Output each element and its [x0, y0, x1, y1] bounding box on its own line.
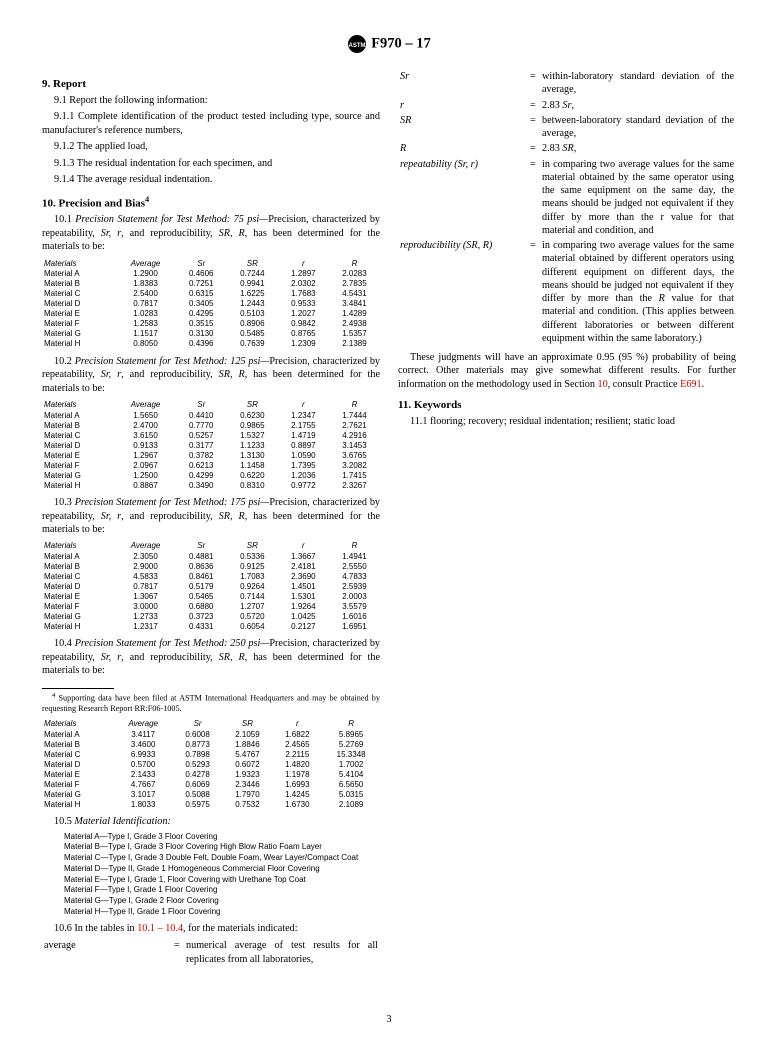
definition-row: Sr=within-laboratory standard deviation …	[398, 70, 736, 99]
table-row: Material E1.02830.42950.51031.20271.4289	[42, 309, 380, 319]
table-row: Material H0.88670.34900.83100.97722.3267	[42, 480, 380, 490]
definition-row: reproducibility (SR, R)=in comparing two…	[398, 239, 736, 347]
definition-row: repeatability (Sr, r)=in comparing two a…	[398, 158, 736, 240]
table-row: Material H1.80330.59750.75321.67302.1089	[42, 799, 380, 809]
table-row: Material C4.58330.84611.70832.36904.7833	[42, 571, 380, 581]
table-row: Material A3.41170.60082.10591.68225.8965	[42, 729, 380, 739]
p-10-2: 10.2 Precision Statement for Test Method…	[42, 355, 380, 395]
link-10-1-10-4[interactable]: 10.1 – 10.4	[137, 923, 183, 934]
table-row: Material G1.27330.37230.57201.04251.6016	[42, 611, 380, 621]
material-id-item: Material D—Type II, Grade 1 Homogeneous …	[64, 864, 380, 875]
material-id-item: Material G—Type I, Grade 2 Floor Coverin…	[64, 896, 380, 907]
astm-logo-icon: ASTM	[347, 34, 367, 54]
material-id-item: Material E—Type I, Grade 1, Floor Coveri…	[64, 875, 380, 886]
table-row: Material B2.90000.86360.91252.41812.5550	[42, 561, 380, 571]
table-row: Material F4.76670.60692.34461.69936.5650	[42, 779, 380, 789]
table-row: Material F2.09670.62131.14581.73953.2082	[42, 460, 380, 470]
material-id-list: Material A—Type I, Grade 3 Floor Coverin…	[42, 832, 380, 918]
material-id-item: Material A—Type I, Grade 3 Floor Coverin…	[64, 832, 380, 843]
footnote-rule	[42, 688, 114, 689]
definition-row: r=2.83 Sr,	[398, 99, 736, 114]
table-row: Material B1.83830.72510.99412.03022.7835	[42, 279, 380, 289]
table-row: Material B2.47000.77700.98652.17552.7621	[42, 420, 380, 430]
link-e691[interactable]: E691	[680, 379, 702, 390]
p-10-6: 10.6 In the tables in 10.1 – 10.4, for t…	[42, 922, 380, 935]
table-row: Material H0.80500.43960.76391.23092.1389	[42, 339, 380, 349]
material-id-item: Material C—Type I, Grade 3 Double Felt, …	[64, 853, 380, 864]
material-id-item: Material F—Type I, Grade 1 Floor Coverin…	[64, 885, 380, 896]
p-9-1: 9.1 Report the following information:	[42, 94, 380, 107]
p-9-1-1: 9.1.1 Complete identification of the pro…	[42, 110, 380, 137]
p-10-1: 10.1 Precision Statement for Test Method…	[42, 213, 380, 253]
table-row: Material C2.54000.63151.62251.76834.5431	[42, 289, 380, 299]
table-row: Material D0.57000.52930.60721.48201.7002	[42, 759, 380, 769]
table-row: Material D0.78170.34051.24430.95333.4841	[42, 299, 380, 309]
p-10-5: 10.5 Material Identification:	[42, 815, 380, 828]
table-row: Material B3.46000.87731.88462.45655.2769	[42, 739, 380, 749]
table-75psi: MaterialsAverageSrSRrRMaterial A1.29000.…	[42, 258, 380, 349]
table-row: Material A1.56500.44100.62301.23471.7444	[42, 410, 380, 420]
table-row: Material E1.29670.37821.31301.05903.6765	[42, 450, 380, 460]
table-row: Material G1.25000.42990.62201.20361.7415	[42, 470, 380, 480]
table-row: Material F3.00000.68801.27071.92643.5579	[42, 601, 380, 611]
footnote-block: 4 Supporting data have been filed at AST…	[42, 688, 380, 714]
section-10-title: 10. Precision and Bias4	[42, 195, 380, 210]
page-number: 3	[0, 1014, 778, 1025]
table-row: Material D0.91330.31771.12330.88973.1453	[42, 440, 380, 450]
material-id-item: Material B—Type I, Grade 3 Floor Coverin…	[64, 842, 380, 853]
p-9-1-2: 9.1.2 The applied load,	[42, 140, 380, 153]
table-125psi: MaterialsAverageSrSRrRMaterial A1.56500.…	[42, 399, 380, 490]
table-row: Material D0.78170.51790.92641.45012.5939	[42, 581, 380, 591]
table-row: Material F1.25830.35150.89060.98422.4938	[42, 319, 380, 329]
p-10-3: 10.3 Precision Statement for Test Method…	[42, 496, 380, 536]
definition-row: average=numerical average of test result…	[42, 939, 380, 968]
standard-number: F970 – 17	[371, 35, 431, 51]
table-row: Material G1.15170.31300.54850.87651.5357	[42, 329, 380, 339]
material-id-item: Material H—Type II, Grade 1 Floor Coveri…	[64, 907, 380, 918]
section-11-title: 11. Keywords	[398, 399, 736, 411]
definition-row: R=2.83 SR,	[398, 142, 736, 157]
p-9-1-4: 9.1.4 The average residual indentation.	[42, 173, 380, 186]
section-9-title: 9. Report	[42, 78, 380, 90]
svg-text:ASTM: ASTM	[349, 43, 366, 49]
page-header: ASTM F970 – 17	[42, 34, 736, 54]
table-row: Material A1.29000.46060.72441.28972.0283	[42, 269, 380, 279]
table-row: Material A2.30500.48810.53361.36671.4941	[42, 551, 380, 561]
table-row: Material H1.23170.43310.60540.21271.6951	[42, 621, 380, 631]
table-row: Material E1.30670.54650.71441.53012.0003	[42, 591, 380, 601]
footnote-4: 4 Supporting data have been filed at AST…	[42, 692, 380, 714]
p-11-1: 11.1 flooring; recovery; residual indent…	[398, 415, 736, 428]
two-column-body: 9. Report 9.1 Report the following infor…	[42, 70, 736, 980]
p-judgments: These judgments will have an approximate…	[398, 351, 736, 391]
table-row: Material E2.14330.42781.93231.19785.4104	[42, 769, 380, 779]
p-10-4: 10.4 Precision Statement for Test Method…	[42, 637, 380, 677]
table-row: Material G3.10170.50881.79701.42455.0315	[42, 789, 380, 799]
table-row: Material C6.99330.78985.47672.211515.334…	[42, 749, 380, 759]
table-row: Material C3.61500.52571.53271.47194.2916	[42, 430, 380, 440]
definition-row: SR=between-laboratory standard deviation…	[398, 114, 736, 143]
link-section-10[interactable]: 10	[597, 379, 607, 390]
table-175psi: MaterialsAverageSrSRrRMaterial A2.30500.…	[42, 540, 380, 631]
table-250psi: MaterialsAverageSrSRrRMaterial A3.41170.…	[42, 718, 380, 809]
p-9-1-3: 9.1.3 The residual indentation for each …	[42, 157, 380, 170]
